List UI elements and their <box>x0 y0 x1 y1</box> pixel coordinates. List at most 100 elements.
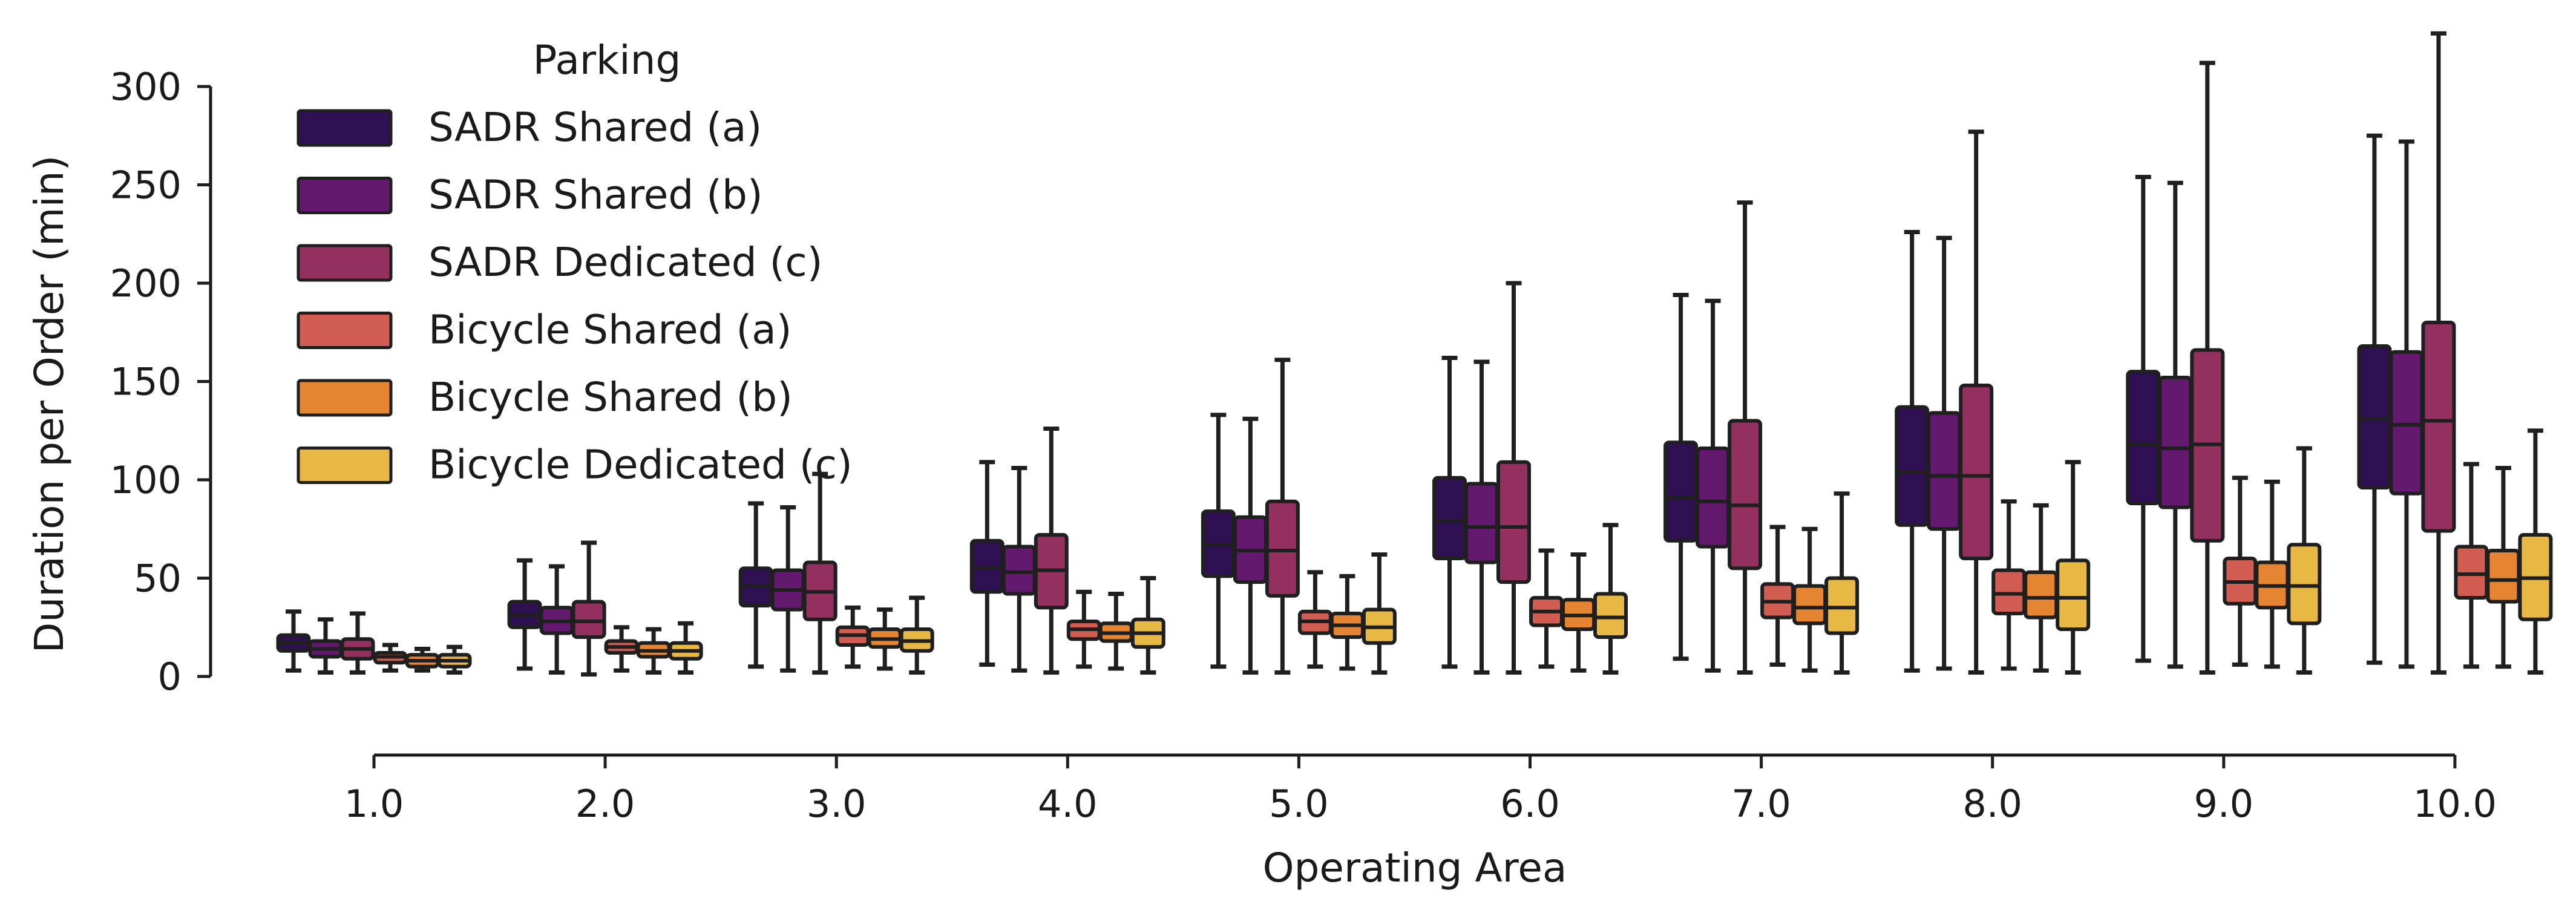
box-group <box>2056 460 2091 675</box>
box-group <box>373 643 408 673</box>
legend-swatch <box>297 109 393 147</box>
box-group <box>1496 281 1531 675</box>
legend-swatch <box>297 447 393 484</box>
legend-title: Parking <box>533 37 681 83</box>
plot-area <box>276 31 2553 677</box>
legend-label: SADR Shared (b) <box>428 172 763 218</box>
legend-label: SADR Shared (a) <box>428 104 762 151</box>
box <box>969 538 1005 594</box>
box-group <box>1895 230 1930 673</box>
box <box>1959 384 1994 560</box>
box <box>1927 411 1962 531</box>
box-group <box>1991 499 2027 671</box>
y-axis: 0 50 100 150 200 250 300 <box>110 65 212 699</box>
series-group <box>405 466 2521 675</box>
legend-items: SADR Shared (a) SADR Shared (b) SADR Dedic… <box>297 104 853 488</box>
box <box>2126 370 2161 505</box>
y-tick-label: 100 <box>110 458 182 502</box>
legend-item: SADR Dedicated (c) <box>297 239 822 286</box>
box-group <box>1329 574 1365 671</box>
box <box>1593 592 1628 639</box>
box-group <box>1927 235 1962 671</box>
box-group <box>1959 129 1994 675</box>
x-tick-label: 6.0 <box>1500 782 1560 826</box>
box-group <box>1233 416 1268 675</box>
box-group <box>867 607 902 671</box>
legend-label: SADR Dedicated (c) <box>428 239 822 286</box>
legend-item: Bicycle Shared (b) <box>297 374 793 421</box>
series-group <box>437 428 2553 675</box>
x-tick-label: 10.0 <box>2413 782 2497 826</box>
box <box>1792 584 1827 626</box>
box-group <box>1561 552 1596 673</box>
series-group <box>373 462 2489 673</box>
box <box>571 600 606 639</box>
box-group <box>1362 552 1397 675</box>
box-group <box>1593 523 1628 675</box>
legend-swatch <box>297 177 393 214</box>
box-group <box>2255 479 2290 669</box>
box-group <box>2126 175 2161 663</box>
y-tick-label: 300 <box>110 65 182 109</box>
x-tick-label: 1.0 <box>344 782 404 826</box>
box-group <box>1824 491 1860 675</box>
y-axis-label: Duration per Order (min) <box>26 155 73 653</box>
x-tick-label: 7.0 <box>1731 782 1791 826</box>
box-group <box>2223 476 2258 667</box>
x-tick-label: 2.0 <box>575 782 635 826</box>
box <box>1696 447 1731 549</box>
legend-label: Bicycle Shared (b) <box>428 374 793 421</box>
box-group <box>2024 503 2059 673</box>
box <box>1432 476 1467 560</box>
legend-swatch <box>297 379 393 417</box>
box-group <box>437 644 472 675</box>
legend-item: SADR Shared (b) <box>297 172 763 218</box>
box-group <box>539 564 574 675</box>
box-group <box>571 540 606 677</box>
box-group <box>1265 358 1300 675</box>
x-tick-label: 4.0 <box>1038 782 1098 826</box>
box-group <box>507 558 542 671</box>
x-axis: 1.0 2.0 3.0 4.0 5.0 6.0 7.0 8.0 9.0 10.0 <box>344 753 2497 826</box>
legend-item: Bicycle Shared (a) <box>297 307 791 353</box>
box-group <box>1130 576 1165 675</box>
box <box>2056 558 2091 631</box>
series-group <box>276 133 2392 673</box>
legend-label: Bicycle Dedicated (c) <box>428 442 853 488</box>
box-group <box>340 611 375 675</box>
legend-item: Bicycle Dedicated (c) <box>297 442 853 488</box>
box-group <box>835 605 870 669</box>
box-group <box>1001 466 1037 673</box>
box-group <box>1728 200 1763 675</box>
box-group <box>2518 428 2553 675</box>
y-tick-label: 250 <box>110 163 182 208</box>
y-tick-label: 150 <box>110 360 182 404</box>
box <box>1895 405 1930 527</box>
box-group <box>1792 526 1827 673</box>
y-tick-label: 200 <box>110 261 182 306</box>
box <box>1728 419 1763 571</box>
box <box>1663 440 1699 543</box>
box-group <box>2287 446 2322 675</box>
box-group <box>308 617 343 675</box>
box <box>1496 460 1531 584</box>
box-group <box>1201 413 1236 669</box>
box-group <box>2357 133 2392 665</box>
box-group <box>1432 356 1467 669</box>
box <box>2357 344 2392 489</box>
box-group <box>2389 139 2424 669</box>
x-ticks: 1.0 2.0 3.0 4.0 5.0 6.0 7.0 8.0 9.0 10.0 <box>344 755 2497 826</box>
legend-swatch <box>297 312 393 349</box>
box-group <box>1034 427 1069 675</box>
box-group <box>604 625 639 673</box>
box-group <box>1464 359 1499 675</box>
box-group <box>2421 31 2456 675</box>
box-group <box>668 621 703 675</box>
x-tick-label: 3.0 <box>807 782 867 826</box>
x-tick-label: 8.0 <box>1962 782 2022 826</box>
x-tick-label: 9.0 <box>2194 782 2253 826</box>
box <box>2454 545 2489 600</box>
series-group <box>340 31 2456 677</box>
box-group <box>1529 548 1564 669</box>
